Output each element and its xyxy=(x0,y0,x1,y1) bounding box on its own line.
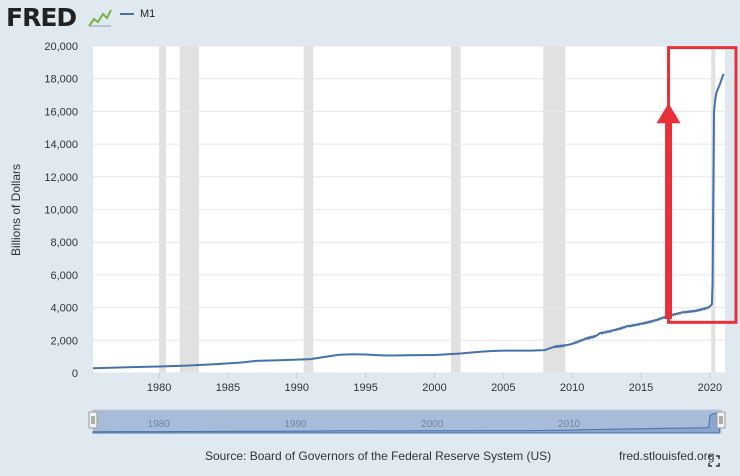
y-tick-label: 20,000 xyxy=(44,41,78,53)
series-line-m1 xyxy=(92,73,725,370)
line-graph-icon xyxy=(88,9,112,27)
y-tick-label: 2,000 xyxy=(50,335,78,347)
legend-line-swatch xyxy=(120,13,134,15)
y-axis-label: Billions of Dollars xyxy=(9,164,23,256)
drag-handle-icon xyxy=(88,411,98,429)
annotation-box xyxy=(667,46,738,324)
navigator-tick-label: 1990 xyxy=(284,419,307,430)
x-tick-label: 1980 xyxy=(147,382,171,394)
x-tick-label: 2015 xyxy=(629,382,653,394)
y-tick-label: 18,000 xyxy=(44,74,78,86)
y-tick-label: 6,000 xyxy=(50,270,78,282)
y-tick-label: 16,000 xyxy=(44,106,78,118)
y-tick-label: 12,000 xyxy=(44,172,78,184)
header: FRED M1 xyxy=(0,0,740,36)
y-tick-label: 10,000 xyxy=(44,205,78,217)
x-tick-label: 2000 xyxy=(422,382,446,394)
navigator-handle-right[interactable] xyxy=(716,411,726,429)
x-tick-label: 1985 xyxy=(216,382,240,394)
site-link[interactable]: fred.stlouisfed.org xyxy=(619,449,715,463)
y-tick-label: 14,000 xyxy=(44,139,78,151)
y-tick-label: 8,000 xyxy=(50,237,78,249)
y-tick-label: 0 xyxy=(72,368,78,380)
legend-label-m1: M1 xyxy=(140,8,156,20)
x-tick-label: 1995 xyxy=(353,382,377,394)
navigator-tick-label: 1980 xyxy=(148,419,171,430)
x-tick-label: 2020 xyxy=(698,382,722,394)
navigator-series xyxy=(92,412,721,434)
source-text: Source: Board of Governors of the Federa… xyxy=(205,449,552,463)
legend[interactable]: M1 xyxy=(120,8,155,20)
drag-handle-icon xyxy=(716,411,726,429)
x-tick-label: 2010 xyxy=(560,382,584,394)
navigator-handle-left[interactable] xyxy=(88,411,98,429)
x-tick-label: 1990 xyxy=(285,382,309,394)
fred-logo[interactable]: FRED xyxy=(6,3,77,32)
x-tick-label: 2005 xyxy=(491,382,515,394)
y-tick-label: 4,000 xyxy=(50,303,78,315)
navigator-tick-label: 2000 xyxy=(421,419,444,430)
navigator-tick-label: 2010 xyxy=(558,419,581,430)
fullscreen-icon[interactable] xyxy=(708,455,720,467)
navigator[interactable]: 1980 1990 2000 2010 xyxy=(88,409,726,434)
